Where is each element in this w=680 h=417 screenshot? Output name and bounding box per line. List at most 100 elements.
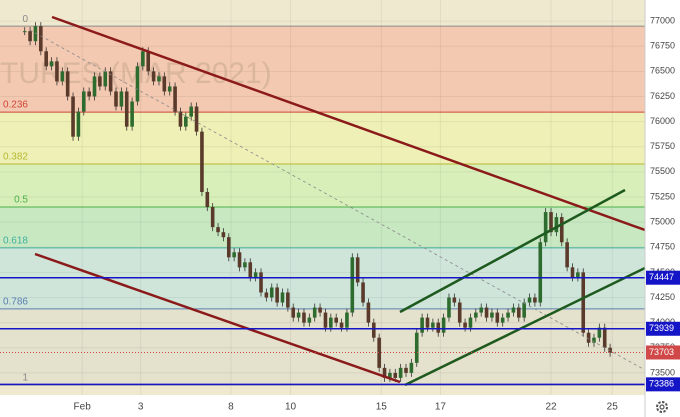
candle [586,332,591,343]
candle [420,317,424,333]
x-tick-label: Feb [74,402,92,413]
candle [506,312,510,318]
candle [194,106,199,132]
level-label: 73386 [649,379,674,389]
trend-line [51,15,645,232]
candle [474,312,478,318]
candle [425,317,430,328]
candle [307,317,312,323]
candle [522,302,526,318]
candle [296,312,301,318]
candle [302,312,306,323]
settings-icon[interactable] [656,401,668,413]
candle [221,232,226,238]
candle [527,297,532,303]
level-label: 74447 [649,272,674,282]
fib-band [0,112,645,165]
candle [60,71,65,82]
candle [484,307,489,318]
candle [495,312,500,323]
y-tick-label: 76000 [650,116,675,126]
candle [280,292,285,303]
candle [157,76,161,82]
candle [49,61,54,67]
candle [409,362,414,373]
candle [124,91,129,127]
candle [549,212,553,233]
candle [173,86,177,112]
level-tag [646,377,680,392]
candle [377,337,381,368]
candle [108,71,113,92]
x-tick-label: 22 [545,402,557,413]
candle [232,252,236,258]
fib-label: 1 [22,373,28,384]
candle [119,91,124,107]
y-tick-label: 75000 [650,216,675,226]
x-tick-label: 10 [285,402,297,413]
candle [264,292,269,298]
candle [87,91,91,97]
candle [81,91,86,112]
candle [388,372,392,378]
candle [602,327,607,348]
fib-label: 0.236 [3,100,28,111]
candle [76,111,81,137]
y-tick-label: 76250 [650,91,675,101]
candle [259,272,263,293]
candle [479,307,483,313]
candle [205,191,210,208]
candle [490,312,494,318]
candle [339,322,344,328]
candle [565,242,569,268]
candle [576,272,580,278]
candle [71,96,75,137]
candle [98,76,102,87]
candle [329,317,333,328]
y-tick-label: 73500 [650,367,675,377]
candle [151,71,156,82]
candle [457,302,462,323]
y-tick-label: 75500 [650,166,675,176]
candle [318,307,322,313]
candle [447,297,451,318]
candle [366,302,371,323]
candle [103,71,108,87]
candle [200,131,204,192]
fib-band [0,308,645,385]
y-tick-label: 77000 [650,15,675,25]
candle [291,307,296,318]
y-tick-label: 74250 [650,292,675,302]
candle [533,297,537,303]
candle [361,282,365,303]
fib-label: 0.5 [14,195,28,206]
candle [581,272,586,333]
candle [570,267,575,278]
y-tick-label: 74750 [650,242,675,252]
candle [393,372,398,378]
candle [554,217,559,233]
candle [382,367,387,378]
candle [269,287,274,298]
level-label: 73939 [649,323,674,333]
y-tick-label: 76500 [650,66,675,76]
trend-lines [29,15,645,387]
x-tick-label: 3 [138,402,144,413]
fib-label: 0 [22,14,28,25]
candle [210,207,215,228]
level-tag [646,321,680,336]
candle [511,307,516,313]
candle [538,242,543,303]
channel-line [399,188,626,314]
candle [44,51,48,67]
x-tick-label: 15 [376,402,388,413]
fib-label: 0.382 [3,152,28,163]
candle [468,317,473,328]
y-tick-label: 76750 [650,41,675,51]
candle [355,257,360,283]
candle [404,367,408,373]
candle [146,51,151,72]
candle [65,71,70,97]
candle [543,212,548,243]
